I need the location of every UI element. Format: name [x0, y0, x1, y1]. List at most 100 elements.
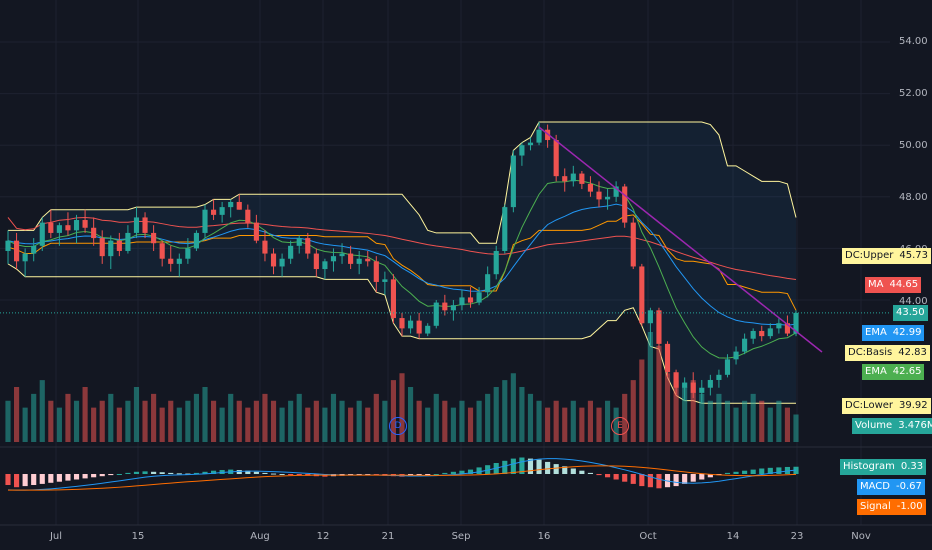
candle-body — [236, 201, 242, 210]
candle-body — [288, 245, 294, 259]
candle-body — [253, 222, 259, 241]
candle-body — [5, 240, 11, 251]
macd-histogram-bar — [622, 474, 628, 482]
macd-histogram-bar — [467, 469, 474, 474]
volume-bar — [656, 345, 662, 442]
candle-body — [733, 351, 739, 360]
candle-body — [65, 225, 71, 231]
volume-bar — [604, 400, 611, 442]
candle-body — [399, 318, 405, 329]
macd-histogram-bar — [245, 470, 251, 474]
volume-bar — [493, 387, 499, 442]
volume-bar — [707, 400, 713, 442]
candle-body — [322, 261, 328, 270]
ma-line — [7, 216, 797, 281]
volume-bar — [13, 387, 20, 442]
macd-histogram-bar — [570, 468, 576, 474]
dividend-event-marker[interactable]: D — [389, 417, 407, 435]
macd-histogram-bar — [288, 474, 294, 475]
macd-histogram-bar — [22, 474, 28, 487]
candle-body — [193, 232, 200, 249]
volume-bar — [253, 400, 259, 442]
time-axis-label: Jul — [49, 531, 63, 542]
macd-histogram-bar — [91, 474, 97, 478]
candle-body — [39, 222, 45, 246]
volume-bar — [793, 414, 799, 442]
macd-histogram-bar — [5, 474, 11, 485]
volume-bar — [553, 400, 559, 442]
candle-body — [442, 302, 448, 311]
candle-body — [724, 359, 731, 375]
candle-body — [673, 372, 679, 388]
macd-histogram-bar — [13, 474, 20, 488]
candle-body — [373, 261, 379, 282]
volume-bar — [202, 387, 208, 442]
candle-body — [305, 238, 311, 254]
volume-bar — [527, 393, 534, 442]
volume-bar — [270, 400, 277, 442]
volume-bar — [82, 387, 88, 442]
candle-body — [262, 240, 268, 254]
candle-body — [82, 220, 88, 228]
candle-body — [759, 330, 765, 337]
macd-histogram-bar — [236, 470, 242, 474]
ema-slow-tag: EMA 42.99 — [862, 325, 925, 341]
macd-histogram-bar — [442, 472, 448, 474]
macd-histogram-bar — [168, 472, 174, 474]
macd-histogram-bar — [99, 474, 105, 477]
volume-bar — [433, 393, 439, 442]
candle-body — [699, 387, 705, 393]
volume-bar — [519, 387, 525, 442]
volume-bar — [108, 393, 114, 442]
candle-body — [485, 274, 491, 293]
candle-body — [450, 305, 456, 311]
donchian-upper-line — [8, 121, 797, 244]
volume-bar — [596, 407, 602, 442]
volume-bar — [39, 380, 45, 442]
volume-bar — [562, 407, 568, 442]
candle-body — [510, 155, 516, 208]
candle-body — [622, 186, 628, 223]
candle-body — [48, 222, 54, 233]
volume-bar — [784, 407, 791, 442]
macd-histogram-bar — [656, 474, 662, 489]
candle-body — [596, 191, 602, 200]
candle-body — [219, 207, 225, 215]
volume-bar — [416, 400, 422, 442]
volume-bar — [442, 400, 448, 442]
volume-bar — [330, 393, 337, 442]
macd-histogram-bar — [604, 474, 611, 478]
candle-body — [296, 238, 302, 246]
candle-body — [459, 297, 465, 306]
volume-bar — [716, 393, 722, 442]
price-axis-label: 54.00 — [899, 36, 928, 47]
earnings-event-marker[interactable]: E — [611, 417, 629, 435]
volume-bar — [99, 400, 105, 442]
macd-histogram-bar — [562, 466, 568, 474]
macd-histogram-bar — [536, 459, 542, 474]
macd-histogram-bar — [459, 470, 465, 474]
candle-body — [742, 338, 748, 352]
macd-histogram-bar — [116, 474, 122, 475]
last-price-tag: 43.50 — [893, 305, 928, 321]
volume-bar — [65, 393, 71, 442]
candle-body — [553, 140, 559, 177]
volume-bar — [48, 400, 54, 442]
candle-body — [433, 302, 439, 326]
candle-body — [647, 310, 653, 324]
candle-body — [245, 209, 251, 223]
macd-line — [7, 458, 797, 491]
time-axis-label: Aug — [250, 531, 270, 542]
volume-bar — [31, 393, 37, 442]
volume-bar — [22, 407, 28, 442]
macd-histogram-bar — [673, 474, 679, 487]
signal-line — [7, 465, 797, 491]
candle-body — [202, 209, 208, 233]
candle-body — [348, 253, 354, 264]
macd-histogram-bar — [545, 461, 551, 474]
volume-bar — [733, 407, 739, 442]
macd-histogram-bar — [639, 474, 645, 487]
volume-bar — [322, 407, 328, 442]
candle-body — [279, 258, 285, 267]
